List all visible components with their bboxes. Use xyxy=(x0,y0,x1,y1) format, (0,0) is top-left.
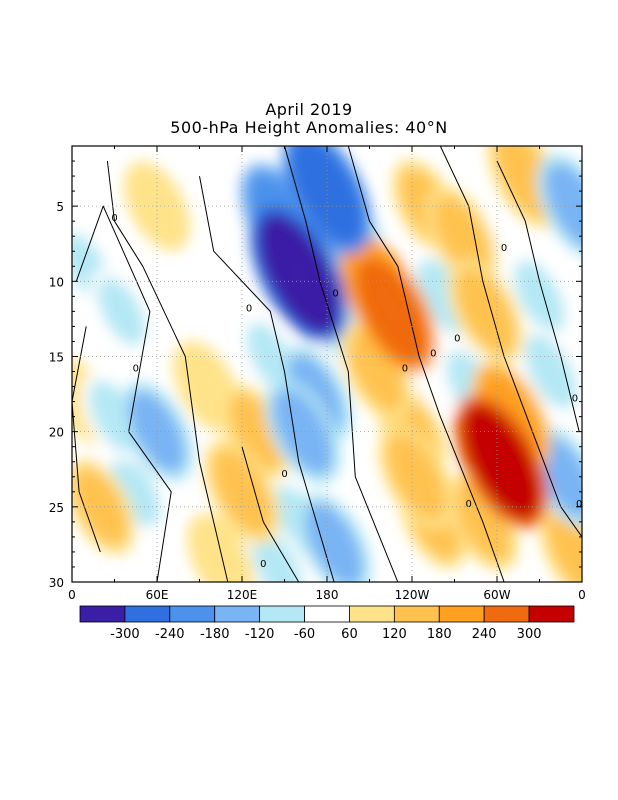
zero-contour-line xyxy=(72,326,101,553)
contour-label: 0 xyxy=(332,288,338,299)
zero-contours: 0 0 0 0 0 0 0 0 0 0 0 0 0 xyxy=(72,146,582,582)
grid-lines xyxy=(72,146,582,582)
x-tick-label: 120W xyxy=(395,588,430,602)
y-tick-label: 30 xyxy=(49,576,64,590)
anomaly-core xyxy=(252,530,303,582)
colorbar-swatch xyxy=(124,605,171,623)
y-tick-label: 20 xyxy=(49,426,64,440)
anomaly-core xyxy=(273,388,333,475)
anomaly-core xyxy=(547,512,582,582)
contour-label: 0 xyxy=(402,364,408,375)
x-tick-label: 0 xyxy=(68,588,76,602)
zero-contour-line xyxy=(284,146,399,582)
anomaly-core xyxy=(524,334,577,409)
contour-label: 0 xyxy=(133,364,139,375)
x-tick-label: 180 xyxy=(316,588,339,602)
x-tick-label: 120E xyxy=(227,588,258,602)
contour-label: 0 xyxy=(430,348,436,359)
anomaly-core xyxy=(455,268,516,355)
colorbar: -300 -240 -180 -120 -60 60 120 180 240 300 xyxy=(79,605,575,642)
colorbar-swatch xyxy=(169,605,216,623)
colorbar-label: 180 xyxy=(427,627,452,642)
contour-label: 0 xyxy=(260,559,266,570)
colorbar-label: 120 xyxy=(382,627,407,642)
contour-label: 0 xyxy=(576,499,582,510)
colorbar-swatch xyxy=(483,605,530,623)
anomaly-peak xyxy=(375,286,392,306)
contour-label: 0 xyxy=(281,469,287,480)
contour-label: 0 xyxy=(111,213,117,224)
zero-contour-line xyxy=(496,160,580,432)
colorbar-swatch xyxy=(79,605,126,623)
colorbar-swatch xyxy=(349,605,395,623)
zero-contour-line xyxy=(347,146,505,582)
colorbar-label: -180 xyxy=(200,627,230,642)
y-tick-label: 5 xyxy=(56,200,64,214)
anomaly-core xyxy=(514,260,565,333)
anomaly-core xyxy=(348,331,405,412)
colorbar-label: 60 xyxy=(341,627,358,642)
zero-contour-line xyxy=(106,160,229,582)
contour-label: 0 xyxy=(246,303,252,314)
colorbar-label: 300 xyxy=(517,627,542,642)
anomaly-core xyxy=(386,433,447,520)
contour-label: 0 xyxy=(501,243,507,254)
y-tick-label: 25 xyxy=(49,501,64,515)
zero-contour-line xyxy=(199,176,335,582)
anomaly-core xyxy=(97,277,146,346)
anomaly-core xyxy=(195,523,247,582)
y-tick-label: 15 xyxy=(49,350,64,364)
colorbar-swatch xyxy=(304,605,350,623)
chart-title: April 2019 xyxy=(265,100,353,119)
anomaly-peak xyxy=(319,181,335,201)
anomaly-peak xyxy=(384,301,400,321)
anomaly-core xyxy=(305,502,364,582)
anomaly-core xyxy=(111,456,161,527)
zero-contour-line xyxy=(241,446,300,582)
colorbar-swatch xyxy=(214,605,261,623)
colorbar-swatch xyxy=(393,605,440,623)
colorbar-label: -240 xyxy=(155,627,185,642)
anomaly-core xyxy=(212,448,272,535)
x-tick-label: 60W xyxy=(483,588,510,602)
x-axis: 0 60E 120E 180 120W 60W 0 xyxy=(68,146,586,602)
chart-subtitle: 500-hPa Height Anomalies: 40°N xyxy=(170,118,448,137)
colorbar-label: 240 xyxy=(472,627,497,642)
anomaly-core xyxy=(181,350,232,423)
contour-label: 0 xyxy=(465,499,471,510)
anomaly-core xyxy=(545,163,582,250)
contour-label: 0 xyxy=(572,394,578,405)
colorbar-label: -300 xyxy=(110,627,140,642)
colorbar-label: -60 xyxy=(294,627,315,642)
anomaly-core xyxy=(288,354,344,434)
anomaly-peak xyxy=(290,264,307,284)
y-axis: 5 10 15 20 25 30 xyxy=(49,160,582,590)
colorbar-swatch xyxy=(528,605,575,623)
colorbar-swatch xyxy=(438,605,485,623)
anomaly-core xyxy=(433,195,490,277)
contour-label: 0 xyxy=(454,333,460,344)
x-tick-label: 0 xyxy=(578,588,586,602)
y-tick-label: 10 xyxy=(49,275,64,289)
anomaly-core xyxy=(536,435,582,518)
anomaly-field xyxy=(72,146,582,582)
colorbar-label: -120 xyxy=(245,627,275,642)
colorbar-swatch xyxy=(259,605,305,623)
x-tick-label: 60E xyxy=(146,588,169,602)
